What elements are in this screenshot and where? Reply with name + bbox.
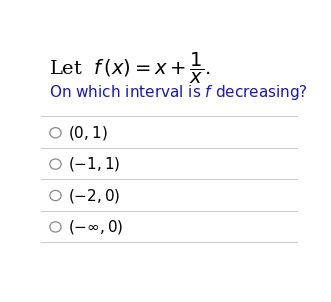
Text: $(-2, 0)$: $(-2, 0)$ (68, 187, 121, 204)
Text: On which interval is $\mathit{f}$ decreasing?: On which interval is $\mathit{f}$ decrea… (49, 83, 308, 102)
Text: $(-\infty, 0)$: $(-\infty, 0)$ (68, 218, 124, 236)
Text: $(0, 1)$: $(0, 1)$ (68, 124, 108, 142)
Text: $(-1, 1)$: $(-1, 1)$ (68, 155, 121, 173)
Text: Let  $\mathit{f}\,(x) = x + \dfrac{1}{x}.$: Let $\mathit{f}\,(x) = x + \dfrac{1}{x}.… (49, 51, 211, 86)
